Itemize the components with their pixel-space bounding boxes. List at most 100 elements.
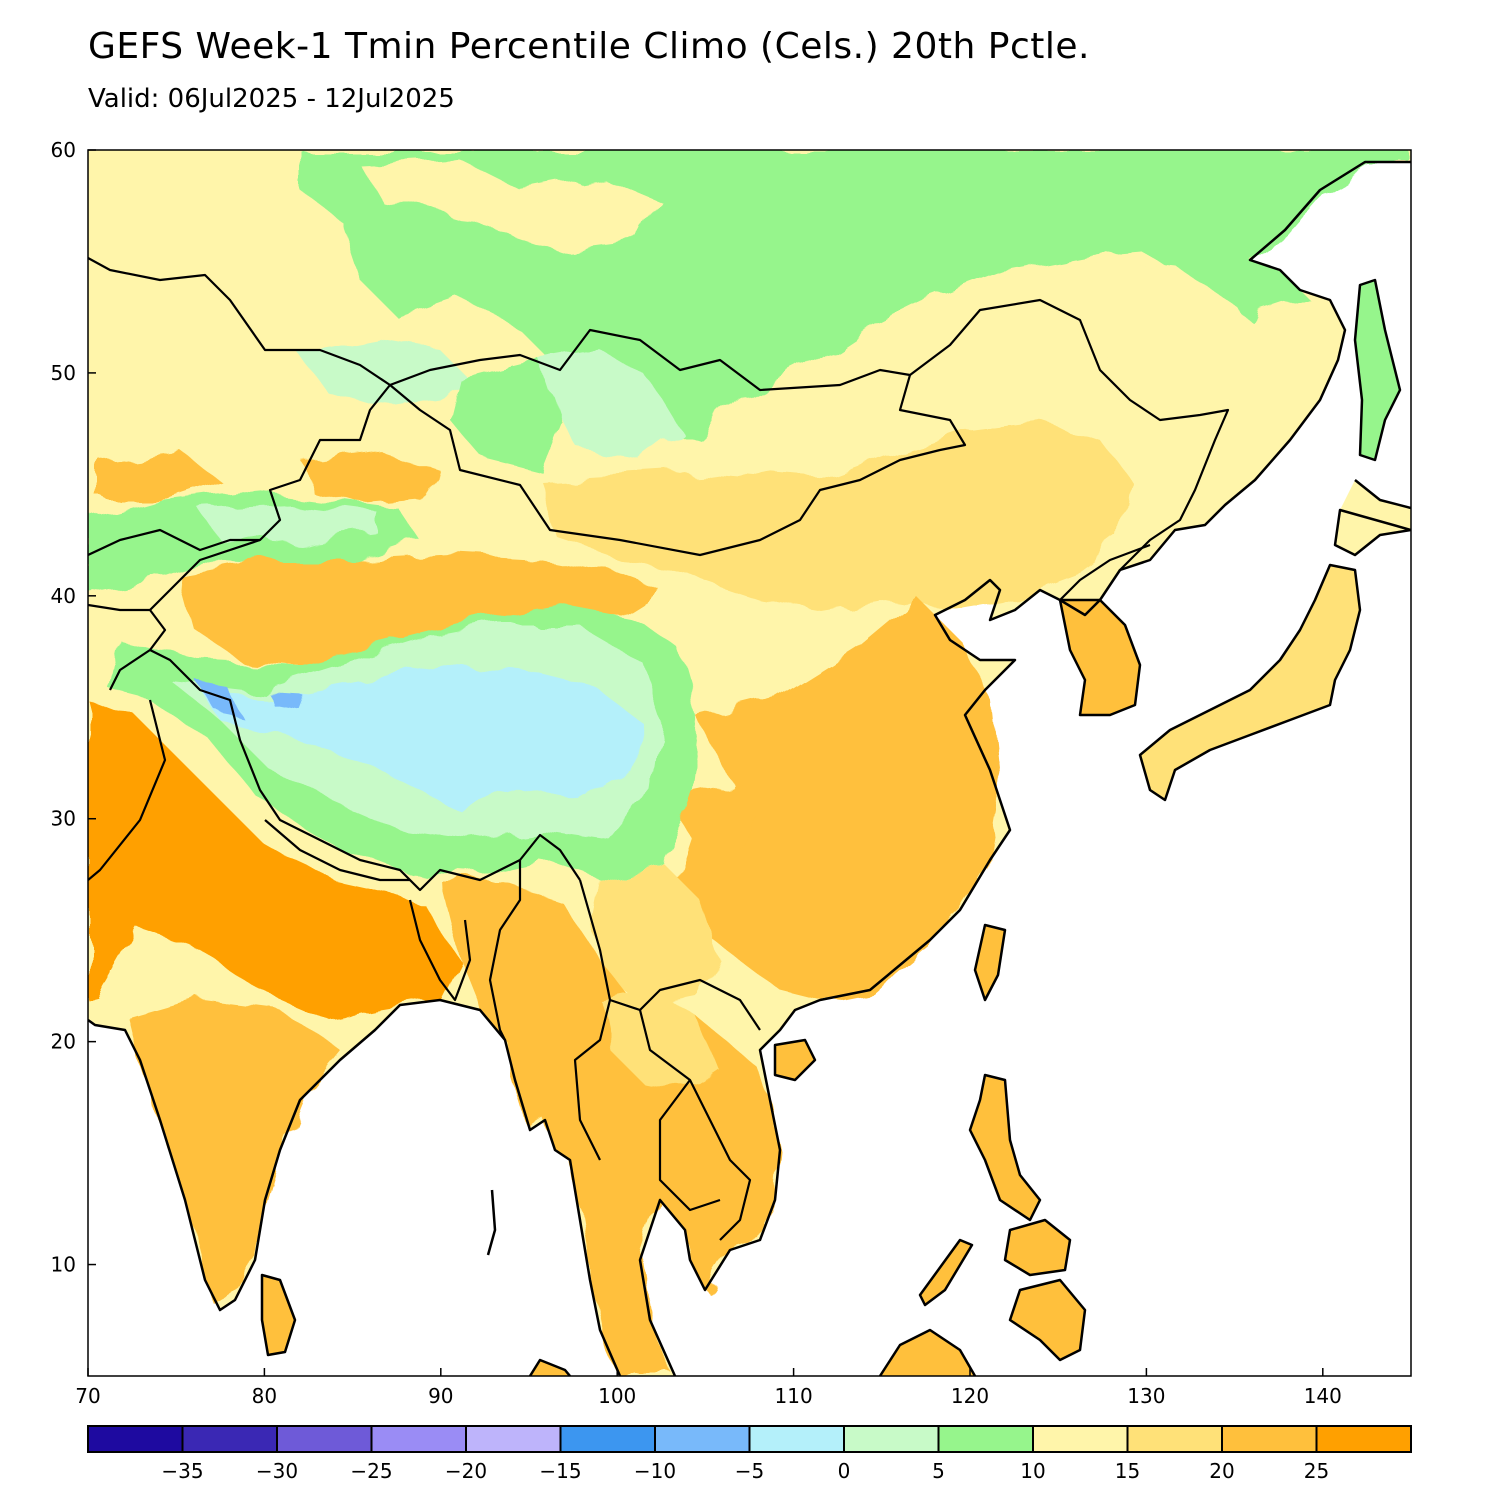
philippines-visayas	[1005, 1220, 1070, 1275]
map-area	[88, 150, 1411, 1376]
band-10-15-north-patch	[360, 160, 660, 250]
band-5-10-mongolia	[450, 360, 560, 470]
mainland-coastline	[88, 160, 1411, 1376]
band-15-20-sichuan	[590, 860, 720, 1010]
andaman-islands	[486, 1189, 497, 1256]
band-neg5-0-tibet	[200, 665, 640, 810]
border-nepal	[264, 819, 410, 882]
border-myanmar-china	[488, 860, 761, 1041]
taiwan-outline	[973, 923, 1007, 1002]
borneo	[880, 1330, 975, 1376]
colorbar-label: 20	[1209, 1459, 1234, 1483]
visayas-outline	[1003, 1218, 1072, 1277]
hainan-outline	[773, 1038, 817, 1082]
sri-lanka-outline	[260, 1273, 297, 1357]
lon-tick-label: 140	[1304, 1384, 1342, 1408]
band-0-5-tienshan	[200, 505, 380, 545]
sri-lanka	[262, 1275, 295, 1355]
colorbar-swatch	[1315, 1425, 1412, 1453]
colorbar-swatch	[1126, 1425, 1223, 1453]
border-mongolia-china	[389, 374, 967, 557]
sumatra-outline	[528, 1358, 571, 1376]
colorbar-swatch	[654, 1425, 751, 1453]
colorbar-label: −25	[350, 1459, 392, 1483]
band-10-15-northeast	[1090, 260, 1260, 420]
colorbar-swatch	[181, 1425, 278, 1453]
sakhalin-outline	[1353, 278, 1402, 462]
lon-tick-label: 120	[951, 1384, 989, 1408]
border-central-asia	[88, 528, 260, 691]
sumatra	[530, 1360, 570, 1376]
country-borders	[88, 257, 1230, 1241]
colorbar: −35 −30 −25 −20 −15 −10 −5 0 5 10 15 20 25	[87, 1425, 1412, 1483]
band-20-25-tarim	[180, 555, 660, 665]
lon-tick-label: 100	[598, 1384, 636, 1408]
colorbar-label: −20	[445, 1459, 487, 1483]
colorbar-label: −15	[539, 1459, 581, 1483]
border-kazakhstan-china	[149, 384, 391, 611]
border-china-india-nepal	[149, 649, 581, 892]
lat-tick-label: 40	[51, 584, 76, 608]
colorbar-swatch	[843, 1425, 940, 1453]
valid-date-range: Valid: 06Jul2025 - 12Jul2025	[88, 84, 455, 114]
border-india-pakistan	[88, 699, 167, 881]
philippines-mindanao	[1010, 1280, 1085, 1360]
band-15-20-north-china	[540, 420, 1130, 610]
lon-tick-label: 70	[75, 1384, 100, 1408]
colorbar-swatch	[559, 1425, 656, 1453]
luzon-outline	[968, 1073, 1042, 1222]
lon-tick-label: 80	[252, 1384, 277, 1408]
lon-tick-label: 130	[1127, 1384, 1165, 1408]
lon-tick-label: 90	[428, 1384, 453, 1408]
colorbar-swatch	[276, 1425, 373, 1453]
band-15-20-laos	[600, 990, 720, 1090]
band-20-25-dzungaria	[300, 450, 440, 505]
hokkaido	[1335, 480, 1411, 555]
chart-title: GEFS Week-1 Tmin Percentile Climo (Cels.…	[88, 26, 1090, 67]
korea	[1060, 600, 1140, 715]
border-russia-mongolia-china	[389, 298, 1230, 571]
band-0-5-mongolia	[540, 350, 680, 460]
colorbar-swatch	[370, 1425, 467, 1453]
colorbar-swatch	[87, 1425, 184, 1453]
lat-tick-label: 60	[51, 138, 76, 162]
colorbar-swatch	[1032, 1425, 1129, 1453]
lat-tick-label: 50	[51, 361, 76, 385]
colorbar-label: 0	[838, 1459, 851, 1483]
colorbar-label: −30	[256, 1459, 298, 1483]
colorbar-label: 15	[1115, 1459, 1140, 1483]
border-russia-kazakhstan	[88, 257, 391, 386]
temperature-field	[88, 150, 1411, 1376]
palawan	[920, 1240, 972, 1305]
band-neg10-neg5-tibet	[195, 680, 300, 715]
japan-outline	[1138, 563, 1362, 802]
colorbar-label: −5	[735, 1459, 764, 1483]
colorbar-swatch	[937, 1425, 1034, 1453]
band-25-plus-india	[88, 700, 460, 1020]
latitude-axis: 10 20 30 40 50 60	[51, 138, 96, 1277]
lat-tick-label: 20	[51, 1030, 76, 1054]
colorbar-swatch	[465, 1425, 562, 1453]
coastlines	[88, 160, 1411, 1376]
korea-outline	[1058, 598, 1142, 717]
palawan-outline	[918, 1238, 974, 1307]
border-bangladesh	[408, 899, 472, 1002]
lon-tick-label: 110	[775, 1384, 813, 1408]
colorbar-label: 5	[932, 1459, 945, 1483]
lat-tick-label: 30	[51, 807, 76, 831]
philippines-luzon	[970, 1075, 1040, 1220]
japan	[1140, 565, 1360, 800]
band-20-25-indochina	[440, 880, 780, 1376]
colorbar-label: 10	[1020, 1459, 1045, 1483]
map-frame	[87, 149, 1412, 1377]
colorbar-label: 25	[1304, 1459, 1329, 1483]
sakhalin	[1355, 280, 1400, 460]
colorbar-label: −35	[161, 1459, 203, 1483]
band-20-25-sichuan-basin	[680, 780, 760, 850]
borneo-outline	[878, 1328, 977, 1376]
border-china-korea	[1059, 543, 1151, 601]
longitude-axis: 70 80 90 100 110 120 130 140	[75, 1368, 1342, 1408]
band-20-25-south-china	[680, 600, 1000, 1000]
colorbar-swatch	[1221, 1425, 1318, 1453]
